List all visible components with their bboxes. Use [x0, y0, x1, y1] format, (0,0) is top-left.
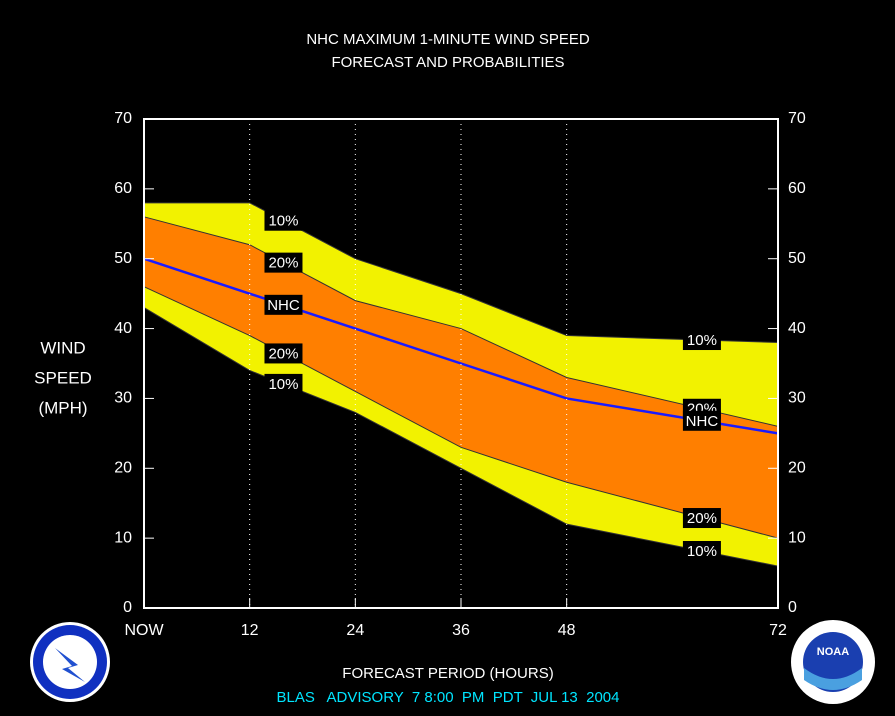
- curve-label: 10%: [687, 543, 717, 560]
- curve-label: NHC: [267, 297, 300, 314]
- x-tick-label: 24: [346, 622, 364, 639]
- curve-label: 20%: [687, 510, 717, 527]
- curve-label: NHC: [686, 413, 719, 430]
- curve-label: 10%: [268, 376, 298, 393]
- y-tick-label: 60: [114, 180, 132, 197]
- y-tick-label: 0: [788, 599, 797, 616]
- y-tick-label: 20: [114, 460, 132, 477]
- curve-label-bg: [682, 410, 721, 431]
- probability-band: [144, 216, 778, 539]
- curve-label: 10%: [687, 332, 717, 349]
- x-axis-label: FORECAST PERIOD (HOURS): [342, 665, 553, 682]
- curve-label-bg: [264, 294, 303, 315]
- logo-text: NOAA: [817, 646, 849, 658]
- y-tick-label: 0: [123, 599, 132, 616]
- x-tick-label: 12: [241, 622, 259, 639]
- y-tick-label: 40: [788, 320, 806, 337]
- y-tick-label: 20: [788, 460, 806, 477]
- y-axis-label: WIND: [40, 338, 85, 357]
- x-tick-label: 48: [558, 622, 576, 639]
- curve-label: 20%: [268, 255, 298, 272]
- y-tick-label: 60: [788, 180, 806, 197]
- chart-title: FORECAST AND PROBABILITIES: [331, 54, 564, 71]
- y-tick-label: 10: [788, 529, 806, 546]
- y-tick-label: 50: [114, 250, 132, 267]
- footer: BLAS ADVISORY 7 8:00 PM PDT JUL 13 2004: [277, 689, 620, 706]
- bound-line: [143, 216, 779, 427]
- forecast-line: [143, 257, 779, 435]
- y-tick-label: 70: [788, 110, 806, 127]
- curve-label: 10%: [268, 213, 298, 230]
- bound-line: [143, 286, 779, 539]
- y-tick-label: 50: [788, 250, 806, 267]
- curve-label: 20%: [268, 345, 298, 362]
- curve-label-bg: [264, 343, 303, 364]
- nws-logo: [30, 622, 110, 702]
- x-tick-label: 72: [769, 622, 787, 639]
- y-tick-label: 70: [114, 110, 132, 127]
- y-tick-label: 30: [114, 390, 132, 407]
- y-tick-label: 30: [788, 390, 806, 407]
- curve-label-bg: [264, 252, 303, 273]
- bound-line: [143, 307, 779, 567]
- chart-title: NHC MAXIMUM 1-MINUTE WIND SPEED: [306, 31, 590, 48]
- x-tick-label: NOW: [124, 622, 164, 639]
- y-tick-label: 40: [114, 320, 132, 337]
- curve-label-bg: [682, 540, 721, 561]
- x-tick-label: 36: [452, 622, 470, 639]
- y-tick-label: 10: [114, 529, 132, 546]
- curve-label-bg: [682, 330, 721, 351]
- curve-label-bg: [264, 373, 303, 394]
- y-axis-label: SPEED: [34, 368, 92, 387]
- y-axis-label: (MPH): [38, 398, 87, 417]
- curve-label-bg: [264, 210, 303, 231]
- logo-wave: [804, 668, 862, 690]
- bound-line: [144, 202, 779, 344]
- curve-label-bg: [682, 508, 721, 529]
- noaa-logo: NOAA: [791, 620, 875, 704]
